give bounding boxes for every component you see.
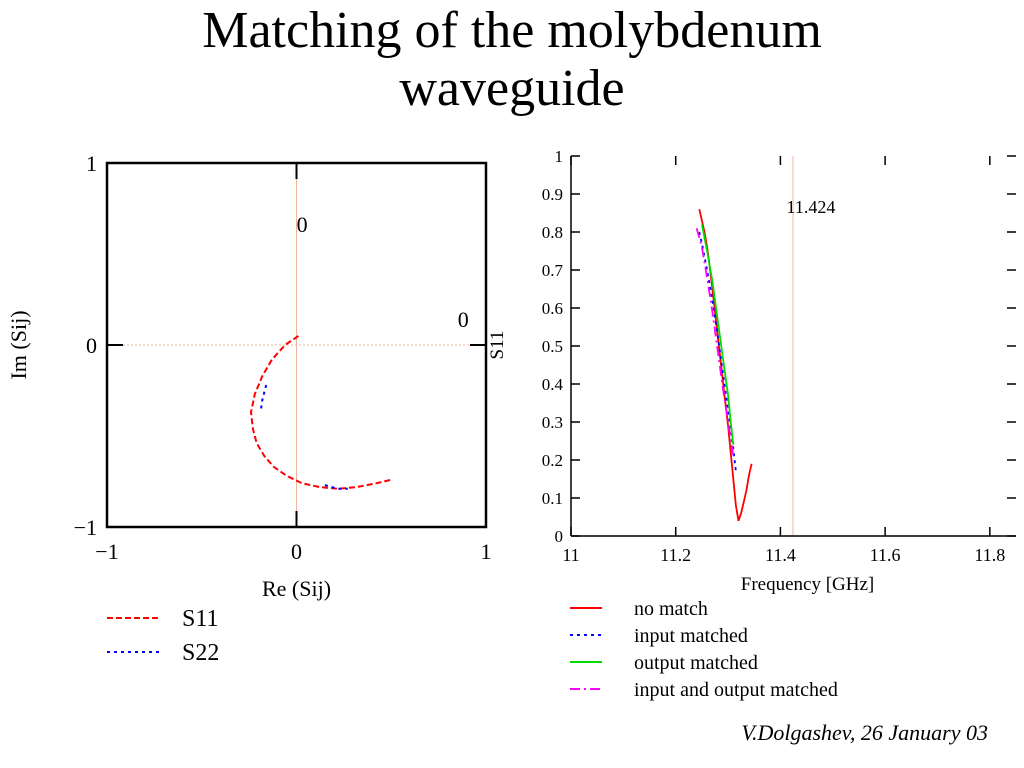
x-axis-label: Frequency [GHz] xyxy=(741,574,874,595)
legend-label-output-matched: output matched xyxy=(634,652,758,674)
y-tick-label: 1 xyxy=(555,147,564,166)
title-line-1: Matching of the molybdenum xyxy=(202,2,822,59)
x-tick-label: 0 xyxy=(291,539,302,564)
legend-label-s11: S11 xyxy=(182,606,218,632)
x-tick-label: 11.4 xyxy=(765,545,796,565)
marker-line-label: 11.424 xyxy=(787,197,836,217)
x-tick-label: 11.6 xyxy=(870,545,901,565)
y-axis-label: S11 xyxy=(487,331,508,360)
title-line-2: waveguide xyxy=(399,60,625,117)
legend-label-no-match: no match xyxy=(634,598,708,620)
legend-label-s22: S22 xyxy=(182,640,219,666)
y-tick-label: 0.5 xyxy=(542,337,563,356)
x-tick-label: 11 xyxy=(562,545,579,565)
author-credit: V.Dolgashev, 26 January 03 xyxy=(741,720,988,745)
y-tick-label: 0.1 xyxy=(542,489,563,508)
y-tick-label: 0.7 xyxy=(542,261,564,280)
series-line-output-matched xyxy=(701,224,735,445)
x-axis-label: Re (Sij) xyxy=(262,576,331,601)
polar-chart: −1 0 1 −1 0 1 Re (Sij) Im (Sij) 0 0 S11 S22 xyxy=(6,151,492,666)
y-tick-label: 0.9 xyxy=(542,185,563,204)
legend-label-input-and-output-matched: input and output matched xyxy=(634,679,838,701)
chart-annotation: 0 xyxy=(458,307,469,332)
x-tick-label: 1 xyxy=(481,539,492,564)
y-axis-label: Im (Sij) xyxy=(6,310,31,379)
y-tick-label: 0.6 xyxy=(542,299,563,318)
y-tick-label: 0.4 xyxy=(542,375,564,394)
y-tick-label: 0.3 xyxy=(542,413,563,432)
y-tick-label: 0 xyxy=(555,527,564,546)
x-tick-label: 11.2 xyxy=(660,545,691,565)
y-tick-label: 1 xyxy=(86,151,97,176)
slide-title: Matching of the molybdenum waveguide xyxy=(0,2,1024,118)
x-tick-label: −1 xyxy=(95,539,118,564)
y-tick-label: 0.8 xyxy=(542,223,563,242)
series-line-s11 xyxy=(249,335,392,490)
y-tick-label: 0 xyxy=(86,333,97,358)
legend-label-input-matched: input matched xyxy=(634,625,748,647)
y-tick-label: 0.2 xyxy=(542,451,563,470)
chart-annotation: 0 xyxy=(297,212,308,237)
y-tick-label: −1 xyxy=(74,515,97,540)
x-tick-label: 11.8 xyxy=(974,545,1005,565)
series-line-input-and-output-matched xyxy=(695,227,735,457)
series-line-s22 xyxy=(259,384,268,413)
